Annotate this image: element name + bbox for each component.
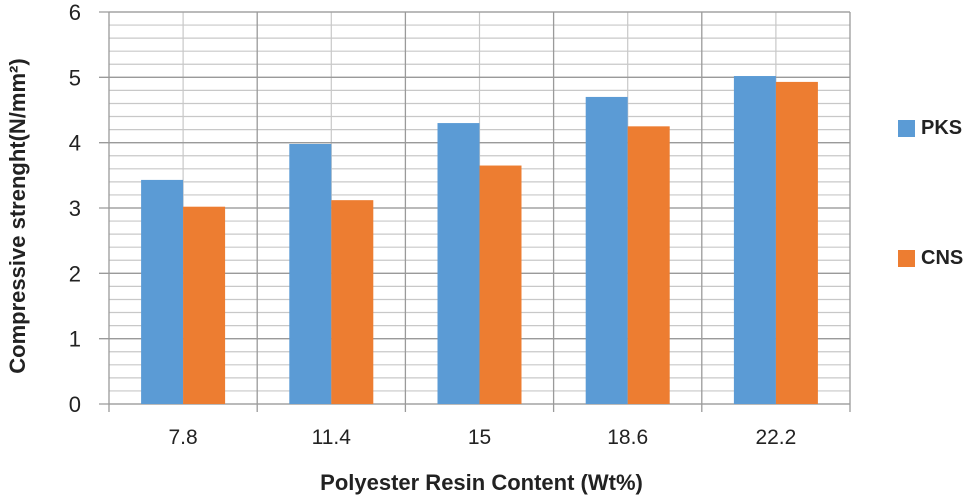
legend-item-pks: PKS — [898, 117, 962, 140]
y-tick-label: 2 — [69, 261, 81, 286]
x-tick-label: 11.4 — [312, 426, 352, 449]
bar-pks-7.8 — [141, 179, 184, 404]
legend-swatch-cns — [898, 250, 915, 267]
y-tick-label: 5 — [69, 65, 81, 90]
bar-cns-18.6 — [627, 126, 670, 404]
bar-pks-18.6 — [585, 96, 628, 404]
x-tick-label: 15 — [468, 426, 491, 449]
x-axis-title: Polyester Resin Content (Wt%) — [320, 470, 643, 495]
x-tick-label: 18.6 — [607, 426, 648, 449]
x-tick-label: 22.2 — [755, 426, 796, 449]
bar-cns-22.2 — [775, 81, 818, 404]
legend-swatch-pks — [898, 120, 915, 137]
bar-pks-15 — [437, 123, 480, 405]
legend-label: CNS — [921, 247, 964, 269]
bar-cns-7.8 — [183, 206, 226, 404]
bar-pks-22.2 — [733, 76, 776, 404]
legend-item-cns: CNS — [898, 247, 963, 270]
bar-pks-11.4 — [289, 143, 332, 404]
bar-cns-15 — [479, 165, 522, 404]
y-tick-label: 3 — [69, 196, 81, 221]
y-tick-label: 0 — [69, 392, 81, 417]
y-tick-label: 6 — [69, 0, 81, 25]
legend-label: PKS — [921, 117, 963, 139]
x-tick-label: 7.8 — [168, 426, 197, 449]
bar-cns-11.4 — [331, 200, 374, 404]
y-axis-title: Compressive strenght(N/mm²) — [5, 58, 30, 374]
y-tick-label: 1 — [69, 327, 81, 352]
y-tick-label: 4 — [69, 131, 81, 156]
